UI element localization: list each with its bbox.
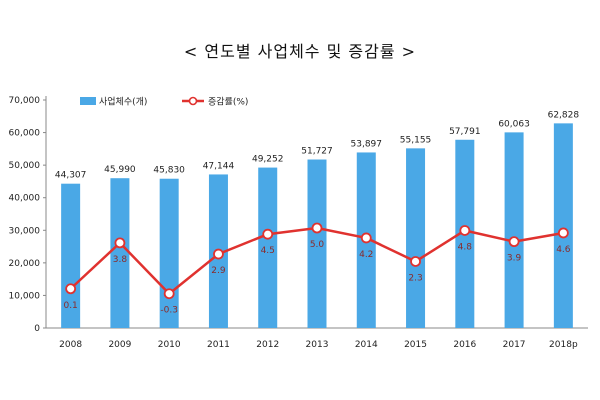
x-tick-label: 2010: [158, 340, 181, 350]
x-tick-label: 2017: [503, 340, 526, 350]
bar-data-label: 44,307: [55, 171, 87, 181]
bar-data-label: 47,144: [203, 161, 235, 171]
x-tick-label: 2009: [108, 340, 131, 350]
rate-data-label: 2.9: [211, 266, 226, 276]
bar: [406, 148, 426, 328]
legend-label-line: 증감률(%): [208, 96, 248, 108]
bar-data-label: 57,791: [449, 127, 481, 137]
bar-data-label: 62,828: [548, 110, 580, 120]
rate-data-label: 2.3: [408, 273, 422, 283]
rate-point: [163, 288, 175, 300]
bar-data-label: 60,063: [498, 119, 530, 129]
y-tick-label: 20,000: [9, 259, 41, 269]
legend-label-bar: 사업체수(개): [99, 97, 147, 108]
rate-data-label: 4.8: [458, 242, 473, 252]
bar: [61, 183, 81, 328]
bar-labels-layer: 44,307 45,990 45,830 47,144 49,252 51,727 53,8…: [55, 110, 579, 180]
rate-data-label: 5.0: [310, 240, 325, 250]
rate-data-label: 4.2: [359, 250, 373, 260]
y-tick-label: 0: [34, 324, 40, 334]
bar: [504, 132, 524, 328]
rate-point: [262, 228, 274, 240]
x-tick-label: 2015: [404, 340, 427, 350]
bar-data-label: 55,155: [400, 135, 432, 145]
rate-data-label: 3.8: [113, 255, 128, 265]
rate-point: [114, 237, 126, 249]
y-tick-label: 30,000: [9, 226, 41, 236]
y-tick-label: 40,000: [9, 194, 41, 204]
axis-layer: 0 10,000 20,000 30,000 40,000 50,000 60,000 70,…: [9, 96, 588, 350]
legend-swatch-bar: [80, 97, 96, 105]
rate-data-label: 3.9: [507, 254, 522, 264]
x-tick-label: 2012: [256, 340, 279, 350]
rate-data-label: 4.6: [556, 245, 571, 255]
legend-layer: 사업체수(개) 증감률(%): [80, 96, 248, 108]
bar: [258, 167, 278, 328]
rate-point: [557, 227, 569, 239]
y-tick-label: 50,000: [9, 161, 41, 171]
bar: [553, 123, 573, 328]
x-tick-label: 2011: [207, 340, 230, 350]
x-tick-label: 2014: [355, 340, 378, 350]
bar-data-label: 45,990: [104, 165, 136, 175]
rate-point: [459, 225, 471, 236]
bar-data-label: 49,252: [252, 155, 284, 165]
y-tick-label: 10,000: [9, 291, 41, 301]
y-tick-label: 60,000: [9, 129, 41, 139]
bar-data-label: 53,897: [351, 139, 383, 149]
x-tick-label: 2018p: [549, 340, 578, 350]
rate-point: [410, 256, 421, 267]
chart-title: < 연도별 사업체수 및 증감률 >: [183, 42, 417, 61]
bar: [110, 178, 130, 328]
rate-data-label: 0.1: [63, 301, 77, 311]
x-tick-label: 2013: [306, 340, 329, 350]
y-tick-label: 70,000: [9, 96, 41, 106]
rate-point: [508, 236, 520, 248]
rate-point: [65, 283, 77, 295]
x-tick-label: 2016: [453, 340, 476, 350]
rate-point: [311, 222, 323, 234]
rate-point: [360, 232, 372, 244]
bar: [307, 159, 327, 328]
line-layer: 0.1 3.8 -0.3 2.9 4.5 5.0 4.2 2.3 4.8 3.9 4.6: [63, 222, 571, 316]
rate-data-label: 4.5: [261, 246, 275, 256]
bar-data-label: 51,727: [301, 147, 333, 157]
rate-data-label: -0.3: [160, 306, 178, 316]
rate-point: [213, 248, 224, 260]
bar-data-label: 45,830: [153, 166, 185, 176]
x-tick-label: 2008: [59, 340, 82, 350]
legend-swatch-marker: [188, 96, 198, 106]
